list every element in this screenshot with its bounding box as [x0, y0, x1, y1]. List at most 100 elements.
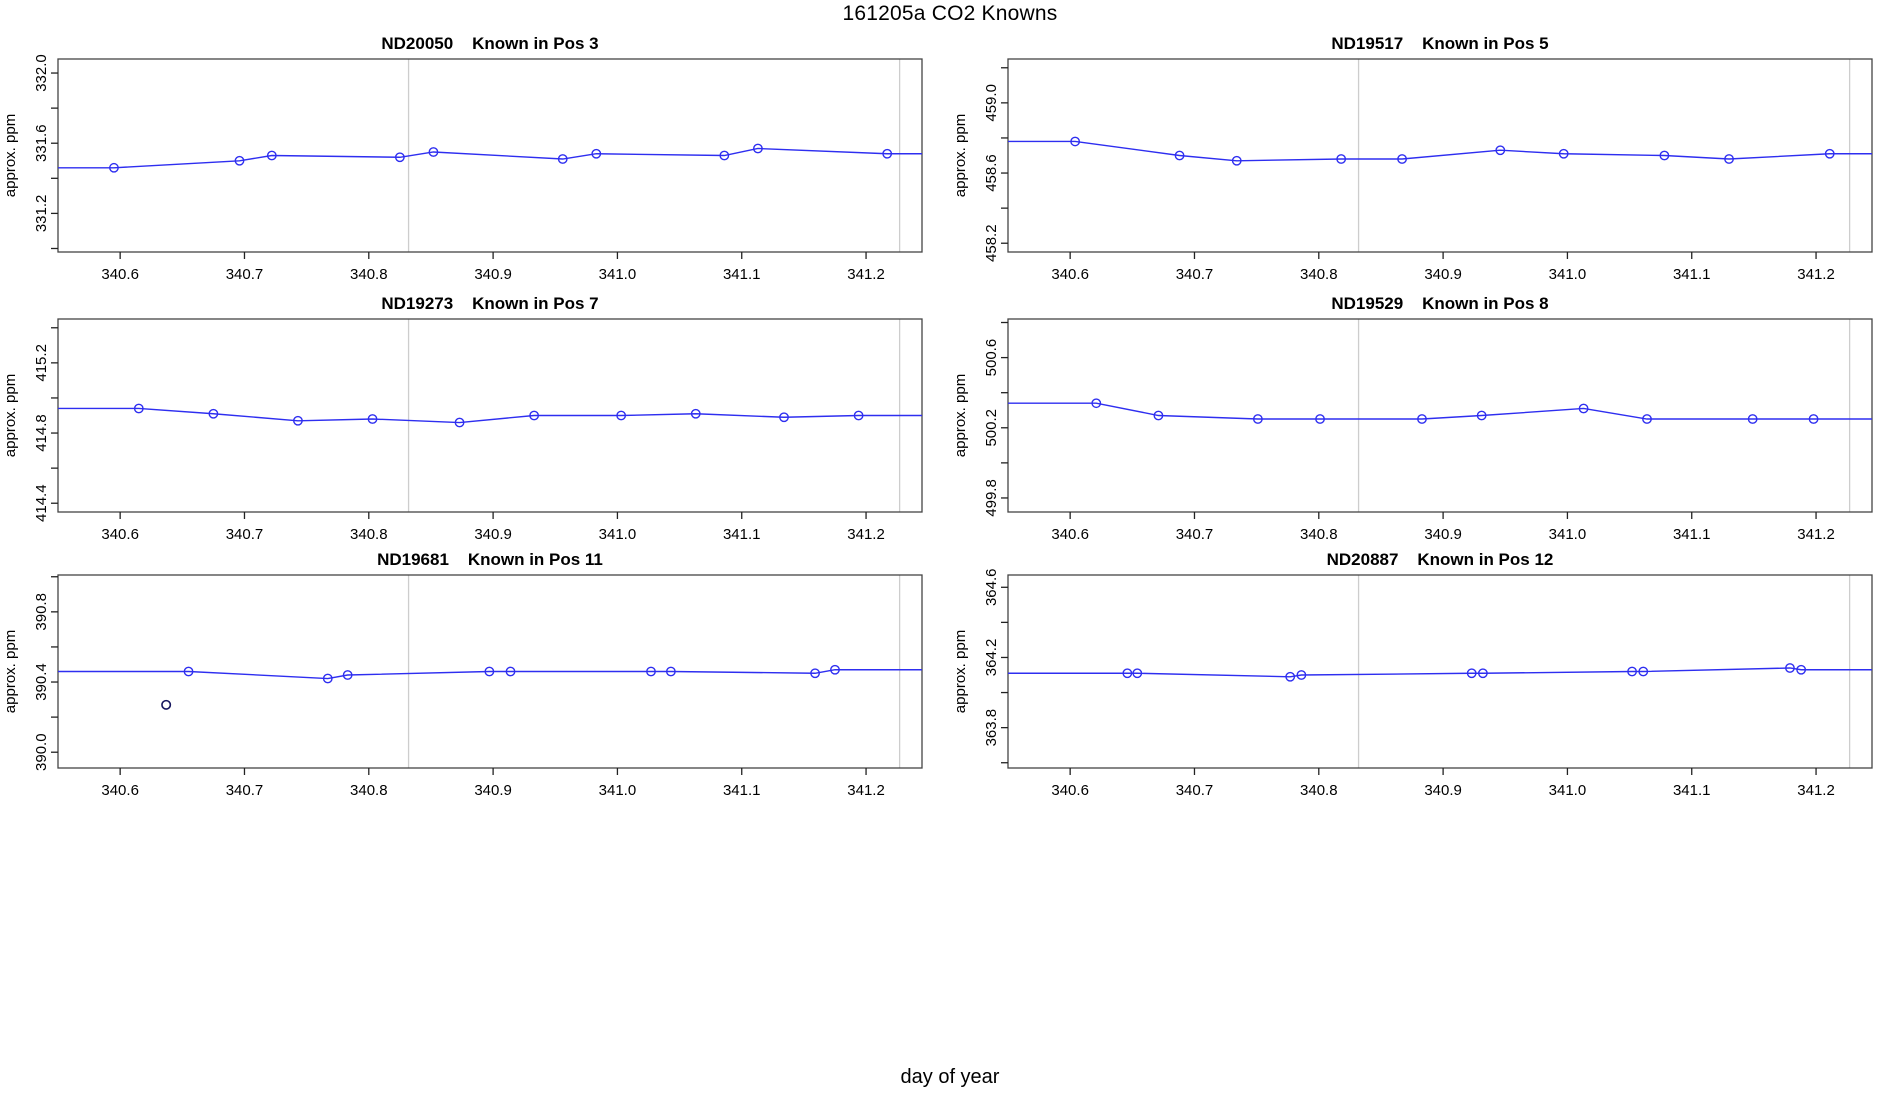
data-points — [1091, 398, 1819, 424]
x-tick-label: 341.0 — [599, 782, 637, 799]
data-point — [1132, 668, 1143, 679]
data-point — [1558, 148, 1569, 159]
data-point — [557, 154, 568, 164]
data-point — [1642, 414, 1652, 424]
y-axis: 458.2 458.6 459.0 — [983, 67, 1008, 262]
x-axis: 340.6 340.7 340.8 340.9 341.0 341.1 341.2 — [101, 768, 885, 799]
x-tick-label: 340.6 — [101, 782, 139, 799]
plot-box — [1007, 318, 1873, 513]
data-point — [1824, 148, 1835, 159]
data-point — [1785, 663, 1795, 673]
panel-title: ND19273 Known in Pos 7 — [381, 294, 598, 313]
data-point — [646, 666, 656, 677]
series-line — [58, 147, 922, 169]
x-tick-label: 340.8 — [350, 526, 388, 543]
plot-box — [1007, 574, 1873, 769]
x-tick-label: 340.6 — [1051, 266, 1089, 283]
series-line — [1008, 402, 1872, 420]
x-tick-label: 340.9 — [1424, 266, 1462, 283]
data-point — [616, 410, 627, 421]
ND19529-chart: 340.6 340.7 340.8 340.9 341.0 341.1 341.2 499.8… — [952, 294, 1873, 543]
y-axis: 331.2 331.6 332.0 — [33, 54, 58, 250]
ND19273-chart: 340.6 340.7 340.8 340.9 341.0 341.1 341.2 414.4… — [2, 294, 923, 543]
series-line — [1008, 667, 1872, 678]
data-point — [1153, 410, 1164, 421]
panel-ND19273: 340.6 340.7 340.8 340.9 341.0 341.1 341.2 414.4… — [0, 290, 950, 552]
y-axis-label: approx. ppm — [952, 114, 969, 197]
x-axis: 340.6 340.7 340.8 340.9 341.0 341.1 341.2 — [1051, 512, 1835, 543]
data-points — [1122, 663, 1807, 682]
data-point — [109, 162, 119, 173]
x-tick-label: 340.7 — [226, 526, 264, 543]
x-tick-label: 340.6 — [1051, 526, 1089, 543]
data-point — [322, 673, 333, 684]
data-point — [810, 668, 820, 679]
x-tick-label: 341.1 — [723, 526, 761, 543]
data-point — [719, 150, 730, 161]
data-point — [454, 417, 465, 428]
y-axis-label: approx. ppm — [2, 374, 19, 457]
data-point — [342, 670, 353, 680]
x-tick-label: 341.1 — [1673, 782, 1711, 799]
y-tick-label: 415.2 — [33, 344, 50, 382]
plot-box — [57, 318, 923, 513]
x-tick-label: 341.0 — [1549, 526, 1587, 543]
reference-lines — [407, 319, 901, 512]
data-point — [665, 666, 676, 677]
x-tick-label: 341.1 — [723, 782, 761, 799]
x-tick-label: 340.9 — [474, 782, 512, 799]
data-point — [208, 408, 219, 419]
x-tick-label: 340.7 — [226, 266, 264, 283]
y-tick-label: 364.2 — [983, 639, 1000, 677]
x-tick-label: 340.9 — [474, 526, 512, 543]
reference-lines — [1357, 319, 1851, 512]
x-tick-label: 341.0 — [1549, 266, 1587, 283]
data-point — [779, 412, 789, 423]
x-axis: 340.6 340.7 340.8 340.9 341.0 341.1 341.2 — [1051, 768, 1835, 799]
y-tick-label: 390.8 — [33, 593, 50, 631]
y-tick-label: 458.2 — [983, 224, 1000, 262]
reference-lines — [1357, 59, 1851, 252]
ND19681-chart: 340.6 340.7 340.8 340.9 341.0 341.1 341.2 390.0… — [2, 550, 923, 799]
x-tick-label: 340.8 — [1300, 526, 1338, 543]
x-tick-label: 341.2 — [1797, 782, 1835, 799]
data-points — [183, 664, 840, 684]
page-title: 161205a CO2 Knowns — [842, 2, 1058, 25]
data-point — [830, 664, 840, 675]
series-line — [58, 669, 922, 680]
data-point — [1122, 668, 1133, 679]
x-axis: 340.6 340.7 340.8 340.9 341.0 341.1 341.2 — [101, 252, 885, 283]
x-tick-label: 341.0 — [599, 266, 637, 283]
data-point — [753, 143, 763, 154]
outlier-point — [161, 699, 172, 710]
panel-ND19517: 340.6 340.7 340.8 340.9 341.0 341.1 341.2 458.2… — [950, 30, 1900, 292]
x-tick-label: 341.2 — [847, 526, 885, 543]
y-axis-label: approx. ppm — [2, 630, 19, 713]
data-point — [428, 147, 439, 157]
x-axis: 340.6 340.7 340.8 340.9 341.0 341.1 341.2 — [101, 512, 885, 543]
data-point — [690, 408, 701, 419]
y-tick-label: 414.4 — [33, 484, 50, 522]
data-point — [293, 415, 303, 426]
ND19517-chart: 340.6 340.7 340.8 340.9 341.0 341.1 341.2 458.2… — [952, 34, 1873, 283]
y-tick-label: 364.6 — [983, 569, 1000, 607]
data-point — [484, 666, 495, 677]
data-point — [1476, 410, 1487, 421]
ND20050-chart: 340.6 340.7 340.8 340.9 341.0 341.1 341.2 331.2… — [2, 34, 923, 283]
data-point — [1724, 154, 1734, 164]
series-line — [58, 407, 922, 424]
panel-title: ND19681 Known in Pos 11 — [377, 550, 603, 569]
data-point — [1578, 403, 1589, 414]
data-point — [1495, 145, 1506, 156]
panel-ND19529: 340.6 340.7 340.8 340.9 341.0 341.1 341.2 499.8… — [950, 290, 1900, 552]
y-axis: 363.8 364.2 364.6 — [983, 569, 1008, 764]
y-tick-label: 500.6 — [983, 339, 1000, 377]
x-tick-label: 340.9 — [474, 266, 512, 283]
y-axis: 414.4 414.8 415.2 — [33, 327, 58, 522]
y-tick-label: 458.6 — [983, 154, 1000, 192]
data-point — [529, 410, 540, 421]
data-point — [1638, 666, 1649, 677]
x-tick-label: 340.7 — [1176, 782, 1214, 799]
y-tick-label: 363.8 — [983, 709, 1000, 747]
data-points — [133, 403, 864, 428]
